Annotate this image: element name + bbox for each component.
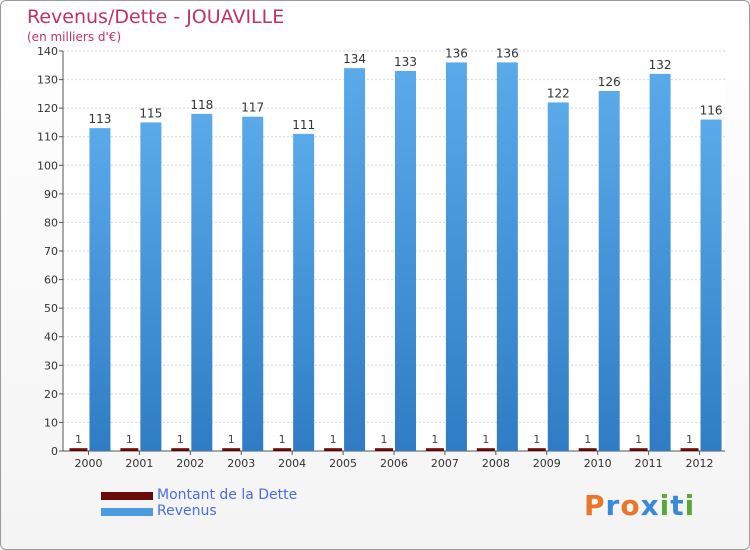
data-label-revenus: 111	[292, 118, 315, 132]
bar-dette	[171, 448, 190, 451]
data-label-revenus: 132	[649, 58, 672, 72]
logo-letter: i	[684, 489, 696, 522]
data-label-dette: 1	[279, 433, 286, 446]
logo-letter: t	[670, 489, 685, 522]
proxiti-logo: Proxiti	[584, 489, 695, 522]
bar-revenus	[293, 133, 315, 451]
x-tick-label: 2006	[380, 457, 408, 470]
y-tick-label: 60	[44, 274, 58, 287]
bar-revenus	[344, 68, 366, 452]
data-label-revenus: 113	[89, 112, 112, 126]
legend-swatch-dette	[101, 492, 153, 500]
x-tick-label: 2007	[431, 457, 459, 470]
data-label-revenus: 115	[139, 106, 162, 120]
legend-swatch-revenus	[101, 508, 153, 516]
data-label-revenus: 136	[496, 46, 519, 60]
y-tick-label: 50	[44, 302, 58, 315]
bar-dette	[476, 448, 495, 451]
x-tick-label: 2002	[176, 457, 204, 470]
bar-revenus	[598, 91, 620, 451]
x-tick-label: 2010	[584, 457, 612, 470]
bar-dette	[69, 448, 88, 451]
bar-revenus	[649, 73, 671, 451]
y-tick-label: 100	[37, 159, 58, 172]
x-tick-label: 2000	[74, 457, 102, 470]
logo-letter: o	[620, 489, 641, 522]
data-label-dette: 1	[330, 433, 337, 446]
data-label-dette: 1	[228, 433, 235, 446]
y-tick-label: 80	[44, 216, 58, 229]
bar-revenus	[700, 119, 722, 452]
bar-dette	[578, 448, 597, 451]
x-tick-label: 2011	[635, 457, 663, 470]
y-tick-label: 90	[44, 188, 58, 201]
data-label-dette: 1	[584, 433, 591, 446]
bar-revenus	[395, 71, 416, 451]
logo-letter: r	[605, 489, 621, 522]
data-label-dette: 1	[686, 433, 693, 446]
logo-letter: x	[640, 489, 660, 522]
data-label-revenus: 136	[445, 46, 468, 60]
bar-revenus	[89, 128, 111, 451]
x-tick-label: 2001	[125, 457, 153, 470]
bar-revenus	[242, 116, 264, 451]
x-tick-label: 2009	[533, 457, 561, 470]
y-tick-label: 40	[44, 331, 58, 344]
bar-dette	[324, 448, 343, 451]
y-tick-label: 20	[44, 388, 58, 401]
y-tick-label: 30	[44, 359, 58, 372]
y-tick-label: 0	[51, 445, 58, 458]
data-label-dette: 1	[75, 433, 82, 446]
y-tick-label: 110	[37, 131, 58, 144]
data-label-dette: 1	[126, 433, 133, 446]
y-tick-label: 70	[44, 245, 58, 258]
bar-dette	[425, 448, 444, 451]
data-label-dette: 1	[635, 433, 642, 446]
data-label-revenus: 118	[190, 98, 213, 112]
y-tick-label: 10	[44, 416, 58, 429]
x-tick-label: 2004	[278, 457, 306, 470]
bar-revenus	[496, 62, 518, 452]
bar-revenus	[140, 122, 162, 451]
logo-letter: P	[584, 489, 606, 522]
legend-label-dette: Montant de la Dette	[157, 487, 298, 503]
data-label-revenus: 134	[343, 52, 366, 66]
data-label-dette: 1	[482, 433, 489, 446]
legend-label-revenus: Revenus	[157, 503, 217, 519]
x-tick-label: 2003	[227, 457, 255, 470]
bar-revenus	[445, 62, 467, 452]
data-label-revenus: 122	[547, 86, 570, 100]
x-tick-label: 2012	[686, 457, 714, 470]
chart-title: Revenus/Dette - JOUAVILLE	[27, 6, 285, 28]
data-label-revenus: 126	[598, 75, 621, 89]
logo-letter: i	[659, 489, 671, 522]
data-label-dette: 1	[381, 433, 388, 446]
y-tick-label: 130	[37, 74, 58, 87]
bar-dette	[680, 448, 699, 451]
bar-dette	[527, 448, 546, 451]
chart-subtitle: (en milliers d'€)	[27, 30, 122, 44]
bar-revenus	[547, 102, 569, 451]
data-label-dette: 1	[177, 433, 184, 446]
bar-dette	[222, 448, 241, 451]
data-label-dette: 1	[431, 433, 438, 446]
bar-dette	[273, 448, 292, 451]
bar-dette	[375, 448, 393, 451]
bar-dette	[629, 448, 648, 451]
data-label-dette: 1	[533, 433, 540, 446]
x-tick-label: 2008	[482, 457, 510, 470]
x-tick-label: 2005	[329, 457, 357, 470]
bar-dette	[120, 448, 139, 451]
data-label-revenus: 116	[700, 104, 723, 118]
data-label-revenus: 117	[241, 101, 264, 115]
bar-revenus	[191, 113, 213, 451]
y-tick-label: 140	[37, 45, 58, 58]
y-tick-label: 120	[37, 102, 58, 115]
data-label-revenus: 133	[394, 55, 417, 69]
